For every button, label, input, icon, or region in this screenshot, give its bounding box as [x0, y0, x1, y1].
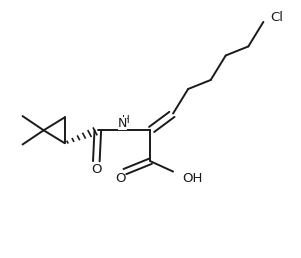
Text: OH: OH — [183, 172, 203, 184]
Text: N: N — [118, 117, 128, 130]
Text: H: H — [122, 116, 129, 125]
Text: Cl: Cl — [270, 11, 283, 24]
Text: O: O — [91, 163, 101, 176]
Text: O: O — [115, 172, 126, 185]
